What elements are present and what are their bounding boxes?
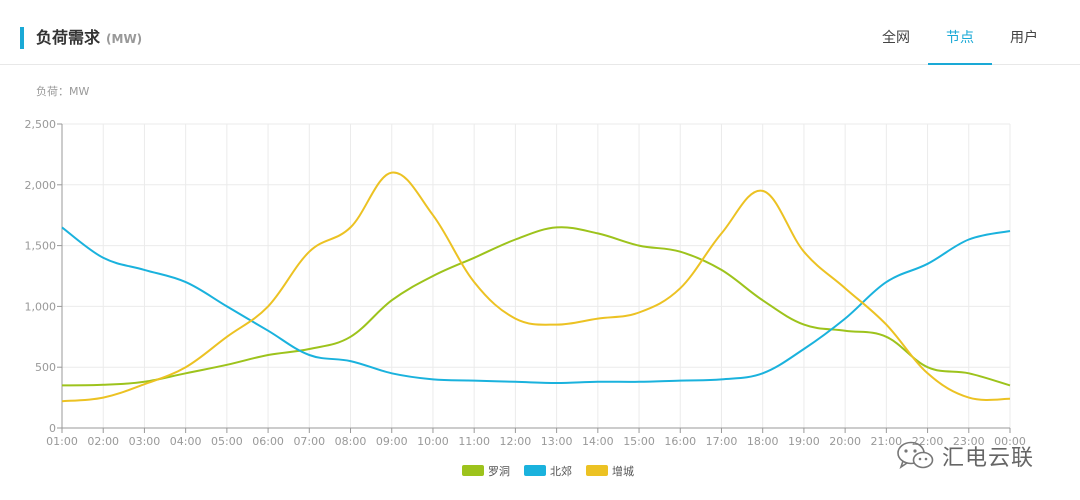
load-demand-chart: 负荷：MW 0 500 1,000 1,500 2,000 2,500 01:00 02:00… [25,84,1026,478]
y-tick-label: 0 [49,422,56,435]
x-tick-label: 00:00 [994,435,1026,448]
x-tick-label: 04:00 [170,435,202,448]
x-tick-label: 10:00 [417,435,449,448]
legend-swatch-0[interactable] [462,465,484,476]
x-tick-label: 14:00 [582,435,614,448]
x-tick-label: 21:00 [870,435,902,448]
x-tick-label: 16:00 [664,435,696,448]
panel-title-unit: (MW) [106,32,143,46]
wechat-icon [897,441,934,469]
x-tick-label: 02:00 [87,435,119,448]
x-tick-label: 03:00 [129,435,161,448]
y-tick-label: 2,000 [25,179,57,192]
x-tick-label: 17:00 [706,435,738,448]
x-tick-label: 23:00 [953,435,985,448]
watermark-text: 汇电云联 [942,446,1035,471]
y-tick-label: 500 [35,361,56,374]
legend-swatch-1[interactable] [524,465,546,476]
x-tick-label: 08:00 [335,435,367,448]
y-tick-label: 1,000 [25,300,57,313]
tab-grid[interactable]: 全网 [882,30,910,46]
x-tick-label: 18:00 [747,435,779,448]
chart-lines [61,171,1011,403]
legend-label-2[interactable]: 增城 [612,464,634,478]
y-tick-label: 1,500 [25,240,57,253]
x-tick-label: 15:00 [623,435,655,448]
x-tick-label: 01:00 [46,435,78,448]
x-tick-label: 19:00 [788,435,820,448]
watermark: 汇电云联 [896,438,1066,474]
x-tick-label: 13:00 [541,435,573,448]
x-tick-label: 06:00 [252,435,284,448]
x-tick-label: 07:00 [293,435,325,448]
x-tick-label: 20:00 [829,435,861,448]
series-line-2 [61,171,1011,403]
view-tabs: 全网 节点 用户 [864,0,1056,65]
x-tick-label: 09:00 [376,435,408,448]
y-unit-label: 负荷：MW [36,84,89,98]
x-tick-label: 05:00 [211,435,243,448]
legend-label-0[interactable]: 罗洞 [488,465,510,478]
legend-label-1[interactable]: 北郊 [550,465,572,478]
chart-axes: 0 500 1,000 1,500 2,000 2,500 01:00 02:00 03:00 0… [25,118,1026,448]
series-line-1 [61,226,1011,385]
tab-node[interactable]: 节点 [928,0,992,65]
chart-grid [62,123,1011,429]
x-tick-label: 11:00 [458,435,490,448]
y-tick-label: 2,500 [25,118,57,131]
legend-swatch-2[interactable] [586,465,608,476]
panel-title-text: 负荷需求 [36,28,101,47]
x-tick-label: 12:00 [500,435,532,448]
series-line-0 [61,226,1011,387]
tab-user[interactable]: 用户 [1010,30,1038,46]
chart-legend: 罗洞 北郊 增城 [462,464,634,478]
panel-title: 负荷需求 (MW) [36,26,142,51]
title-accent-bar [20,27,24,49]
panel-header: 负荷需求 (MW) 全网 节点 用户 [0,0,1080,65]
